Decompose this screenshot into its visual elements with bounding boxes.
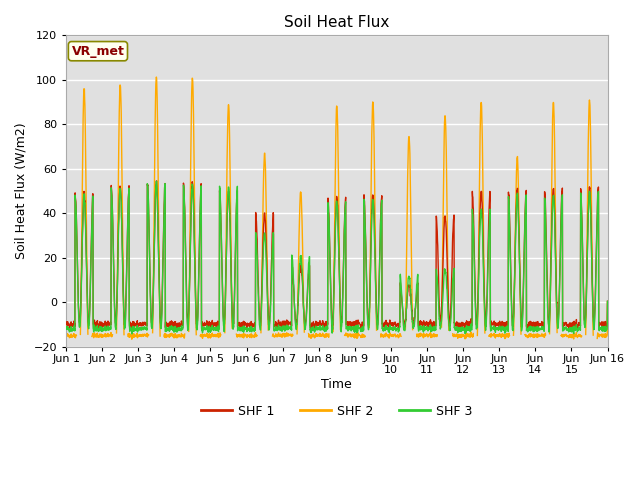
- SHF 2: [494, 332, 502, 338]
- SHF 3: [62, 325, 70, 331]
- SHF 1: [495, 323, 502, 329]
- Line: SHF 1: SHF 1: [66, 181, 607, 330]
- SHF 2: [604, 299, 611, 304]
- Title: Soil Heat Flux: Soil Heat Flux: [284, 15, 390, 30]
- SHF 3: [572, 325, 579, 331]
- SHF 1: [353, 322, 360, 328]
- SHF 1: [214, 321, 221, 326]
- SHF 3: [604, 299, 611, 304]
- Legend: SHF 1, SHF 2, SHF 3: SHF 1, SHF 2, SHF 3: [196, 400, 477, 423]
- SHF 2: [214, 331, 221, 337]
- SHF 3: [214, 325, 221, 331]
- SHF 1: [572, 320, 579, 326]
- SHF 3: [556, 259, 564, 265]
- SHF 2: [571, 333, 579, 339]
- SHF 1: [128, 327, 136, 333]
- X-axis label: Time: Time: [321, 378, 352, 391]
- Line: SHF 2: SHF 2: [66, 77, 607, 339]
- Y-axis label: Soil Heat Flux (W/m2): Soil Heat Flux (W/m2): [15, 123, 28, 259]
- SHF 1: [604, 299, 611, 304]
- SHF 3: [153, 179, 161, 184]
- SHF 1: [62, 321, 70, 326]
- Line: SHF 3: SHF 3: [66, 181, 607, 334]
- SHF 3: [495, 327, 502, 333]
- SHF 1: [365, 323, 372, 328]
- SHF 3: [353, 326, 360, 332]
- SHF 1: [556, 254, 564, 260]
- Text: VR_met: VR_met: [72, 45, 124, 58]
- SHF 1: [153, 178, 161, 184]
- SHF 3: [365, 327, 372, 333]
- SHF 2: [62, 332, 70, 338]
- SHF 2: [353, 332, 360, 337]
- SHF 3: [128, 331, 136, 337]
